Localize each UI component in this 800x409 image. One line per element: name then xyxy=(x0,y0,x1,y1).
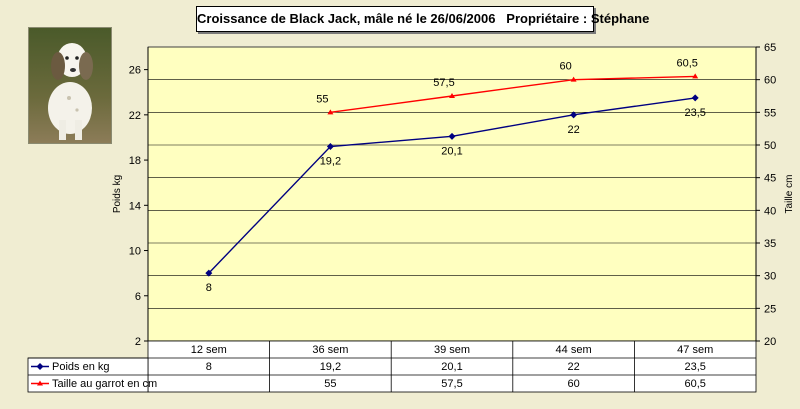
data-label: 60 xyxy=(559,61,571,73)
data-point xyxy=(326,143,334,151)
x-category-label: 44 sem xyxy=(556,344,592,356)
right-tick-label: 50 xyxy=(764,140,776,152)
data-label: 8 xyxy=(206,282,212,294)
data-label: 60,5 xyxy=(676,57,697,69)
left-tick-label: 6 xyxy=(135,291,141,303)
right-tick-label: 35 xyxy=(764,238,776,250)
table-value: 8 xyxy=(206,361,212,373)
data-point xyxy=(570,76,577,82)
legend-label: Taille au garrot en cm xyxy=(52,378,157,390)
left-tick-label: 2 xyxy=(135,336,141,348)
legend-marker xyxy=(37,380,43,386)
table-value: 19,2 xyxy=(320,361,341,373)
right-tick-label: 40 xyxy=(764,205,776,217)
table-value: 60,5 xyxy=(684,378,705,390)
data-label: 20,1 xyxy=(441,145,462,157)
right-tick-label: 30 xyxy=(764,271,776,283)
table-value: 22 xyxy=(567,361,579,373)
data-label: 19,2 xyxy=(320,156,341,168)
data-point xyxy=(205,269,213,277)
legend-label: Poids en kg xyxy=(52,361,109,373)
x-category-label: 39 sem xyxy=(434,344,470,356)
data-point xyxy=(448,132,456,140)
left-tick-label: 18 xyxy=(129,155,141,167)
table-value: 57,5 xyxy=(441,378,462,390)
left-tick-label: 10 xyxy=(129,246,141,258)
left-tick-label: 22 xyxy=(129,110,141,122)
right-tick-label: 45 xyxy=(764,173,776,185)
chart-title: Croissance de Black Jack, mâle né le 26/… xyxy=(196,6,649,32)
x-category-label: 47 sem xyxy=(677,344,713,356)
right-axis-title: Taille cm xyxy=(784,175,795,214)
data-point xyxy=(449,93,455,98)
plot-area xyxy=(147,46,757,342)
right-tick-label: 55 xyxy=(764,107,776,119)
right-tick-label: 65 xyxy=(764,42,776,54)
table-value: 20,1 xyxy=(441,361,462,373)
data-point xyxy=(691,94,699,102)
table-value: 23,5 xyxy=(684,361,705,373)
data-point xyxy=(570,111,578,119)
data-label: 23,5 xyxy=(684,107,705,119)
left-tick-label: 14 xyxy=(129,200,141,212)
dog-photo-icon xyxy=(28,27,112,144)
left-axis-title: Poids kg xyxy=(112,175,123,213)
data-point xyxy=(327,109,334,115)
data-label: 22 xyxy=(567,124,579,136)
data-label: 57,5 xyxy=(433,77,454,89)
legend-marker xyxy=(36,363,44,370)
table-value: 60 xyxy=(567,378,579,390)
x-category-label: 12 sem xyxy=(191,344,227,356)
data-label: 55 xyxy=(316,93,328,105)
series-line-2 xyxy=(330,75,696,114)
table-value: 55 xyxy=(324,378,336,390)
left-tick-label: 26 xyxy=(129,65,141,77)
data-point xyxy=(692,73,699,79)
right-tick-label: 20 xyxy=(764,336,776,348)
right-tick-label: 60 xyxy=(764,75,776,87)
x-category-label: 36 sem xyxy=(312,344,348,356)
right-tick-label: 25 xyxy=(764,303,776,315)
